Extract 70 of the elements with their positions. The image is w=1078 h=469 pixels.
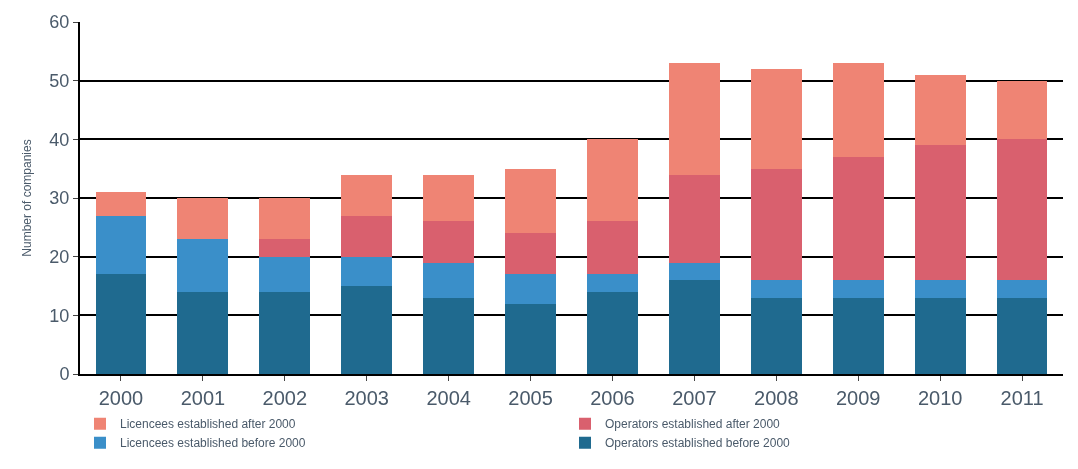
bar — [505, 168, 556, 234]
bar — [668, 63, 720, 175]
y-tick-label: 30 — [49, 188, 70, 209]
bar — [914, 145, 966, 281]
bar — [95, 274, 147, 374]
bar — [750, 280, 802, 298]
x-tick-label: 2007 — [672, 387, 717, 409]
x-tick-label: 2011 — [1000, 387, 1044, 409]
bar — [423, 221, 475, 263]
x-tick-label: 2005 — [508, 387, 553, 409]
bar — [914, 74, 966, 146]
legend-label: Licencees established before 2000 — [120, 436, 306, 451]
bar — [341, 174, 393, 216]
y-tick-label: 40 — [49, 129, 70, 150]
bar — [341, 215, 393, 257]
bar — [177, 239, 229, 292]
bar — [505, 274, 556, 304]
bar — [177, 198, 229, 240]
x-tick-label: 2001 — [180, 387, 226, 409]
bar — [423, 297, 475, 374]
bar — [95, 215, 147, 275]
bar — [95, 192, 147, 216]
y-tick-label: 60 — [49, 12, 70, 33]
bar — [587, 274, 638, 292]
bar — [587, 291, 638, 374]
bar — [341, 256, 393, 286]
bar — [832, 63, 884, 157]
bar — [423, 262, 475, 298]
x-tick-label: 2008 — [754, 387, 799, 409]
bar — [587, 139, 638, 222]
y-tick-label: 10 — [49, 305, 70, 326]
bar — [505, 303, 556, 374]
bar — [750, 68, 802, 169]
bar — [259, 291, 311, 374]
bar — [996, 139, 1048, 281]
legend-label: Operators established before 2000 — [605, 436, 791, 451]
x-tick-label: 2010 — [917, 387, 963, 409]
bar — [832, 280, 884, 298]
bar — [505, 233, 556, 275]
bar — [750, 168, 802, 281]
y-tick-label: 0 — [59, 364, 70, 385]
x-tick-label: 2002 — [262, 387, 308, 409]
bar — [996, 297, 1048, 374]
bar — [750, 297, 802, 374]
bar — [259, 256, 311, 292]
bar — [996, 280, 1048, 298]
bar — [341, 286, 393, 374]
y-tick-label: 50 — [49, 70, 70, 91]
y-axis-title: Number of companies — [20, 139, 35, 257]
bar — [668, 280, 720, 374]
x-tick-label: 2003 — [344, 387, 389, 409]
bar — [259, 198, 311, 240]
x-tick-label: 2006 — [590, 387, 635, 409]
bar — [423, 174, 475, 222]
bar — [914, 280, 966, 298]
bar — [832, 297, 884, 374]
bar — [668, 262, 720, 281]
legend-label: Operators established after 2000 — [605, 417, 781, 432]
bar — [914, 297, 966, 374]
x-tick-label: 2009 — [835, 387, 881, 409]
x-tick-label: 2004 — [426, 387, 471, 409]
x-tick-label: 2000 — [98, 387, 144, 409]
bar — [996, 80, 1048, 140]
bar — [587, 221, 638, 275]
bar — [177, 291, 229, 374]
legend-label: Licencees established after 2000 — [120, 417, 296, 432]
bar — [259, 239, 311, 257]
bar — [832, 156, 884, 281]
y-tick-label: 20 — [49, 246, 70, 267]
bar — [668, 174, 720, 263]
